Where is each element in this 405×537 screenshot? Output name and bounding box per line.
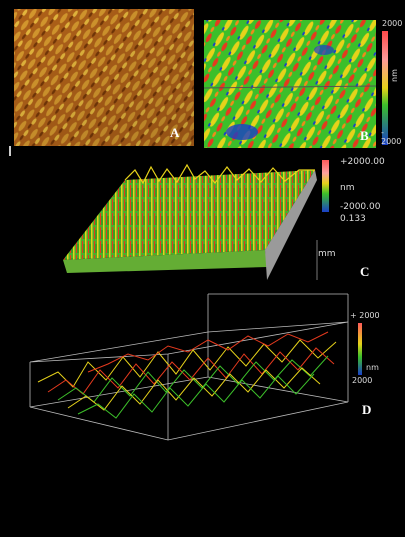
panel-d-scale-max: + 2000 [350, 311, 380, 320]
panel-a-edge-mark [9, 146, 11, 156]
afm-topography-image [14, 9, 194, 146]
panel-b-scale-unit: nm [390, 69, 399, 82]
panel-c-scale-max: +2000.00 [340, 157, 385, 167]
panel-c-colorbar [322, 160, 329, 212]
panel-d-label: D [362, 402, 372, 417]
panel-a: A [14, 9, 194, 146]
panel-c-scale-min: -2000.00 [340, 202, 381, 212]
height-color-map [204, 20, 376, 148]
panel-b-colorbar [382, 31, 388, 145]
panel-b-scale-min: - 2000 [381, 128, 402, 146]
panel-b-scale-max: 2000 [382, 19, 403, 28]
panel-b-label: B [360, 128, 369, 143]
panel-c-label: C [360, 264, 370, 279]
panel-c-axis-unit: mm [318, 249, 336, 259]
panel-b: B [204, 20, 376, 148]
panel-c-scale-unit: nm [340, 183, 355, 193]
wireframe-3d-plot [29, 293, 349, 441]
panel-d-scale-unit: nm [366, 363, 379, 372]
panel-c [55, 155, 400, 290]
panel-d-scale-min: 2000 [352, 376, 373, 385]
panel-d-colorbar [358, 323, 362, 375]
panel-c-scale-extra: 0.133 [340, 214, 366, 224]
panel-d [28, 292, 358, 442]
surface-3d-plot [63, 163, 318, 280]
panel-a-label: A [170, 125, 180, 140]
